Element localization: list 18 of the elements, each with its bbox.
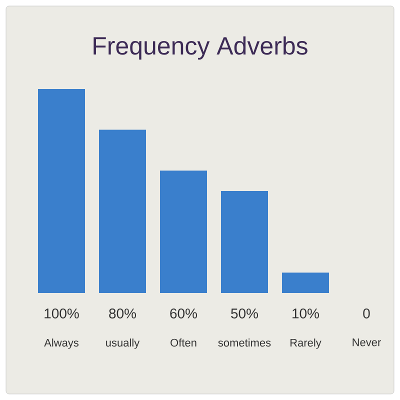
- data-label: 0: [363, 308, 370, 318]
- data-label: 100%: [44, 308, 79, 318]
- data-label: 10%: [292, 308, 320, 318]
- data-label: 50%: [231, 308, 258, 318]
- x-tick-label: Often: [170, 338, 196, 347]
- data-label: 60%: [170, 308, 198, 318]
- x-tick-label: Rarely: [290, 338, 322, 349]
- chart-title: Frequency Adverbs: [94, 36, 308, 60]
- x-tick-label: sometimes: [218, 338, 271, 347]
- bar: [38, 89, 85, 293]
- bar: [220, 191, 268, 293]
- bar: [99, 130, 146, 293]
- bar: [160, 170, 207, 293]
- x-tick-label: Never: [352, 338, 381, 346]
- data-label: 80%: [109, 308, 136, 318]
- x-tick-label: usually: [106, 338, 140, 349]
- x-tick-label: Always: [44, 338, 79, 349]
- bar: [282, 272, 329, 293]
